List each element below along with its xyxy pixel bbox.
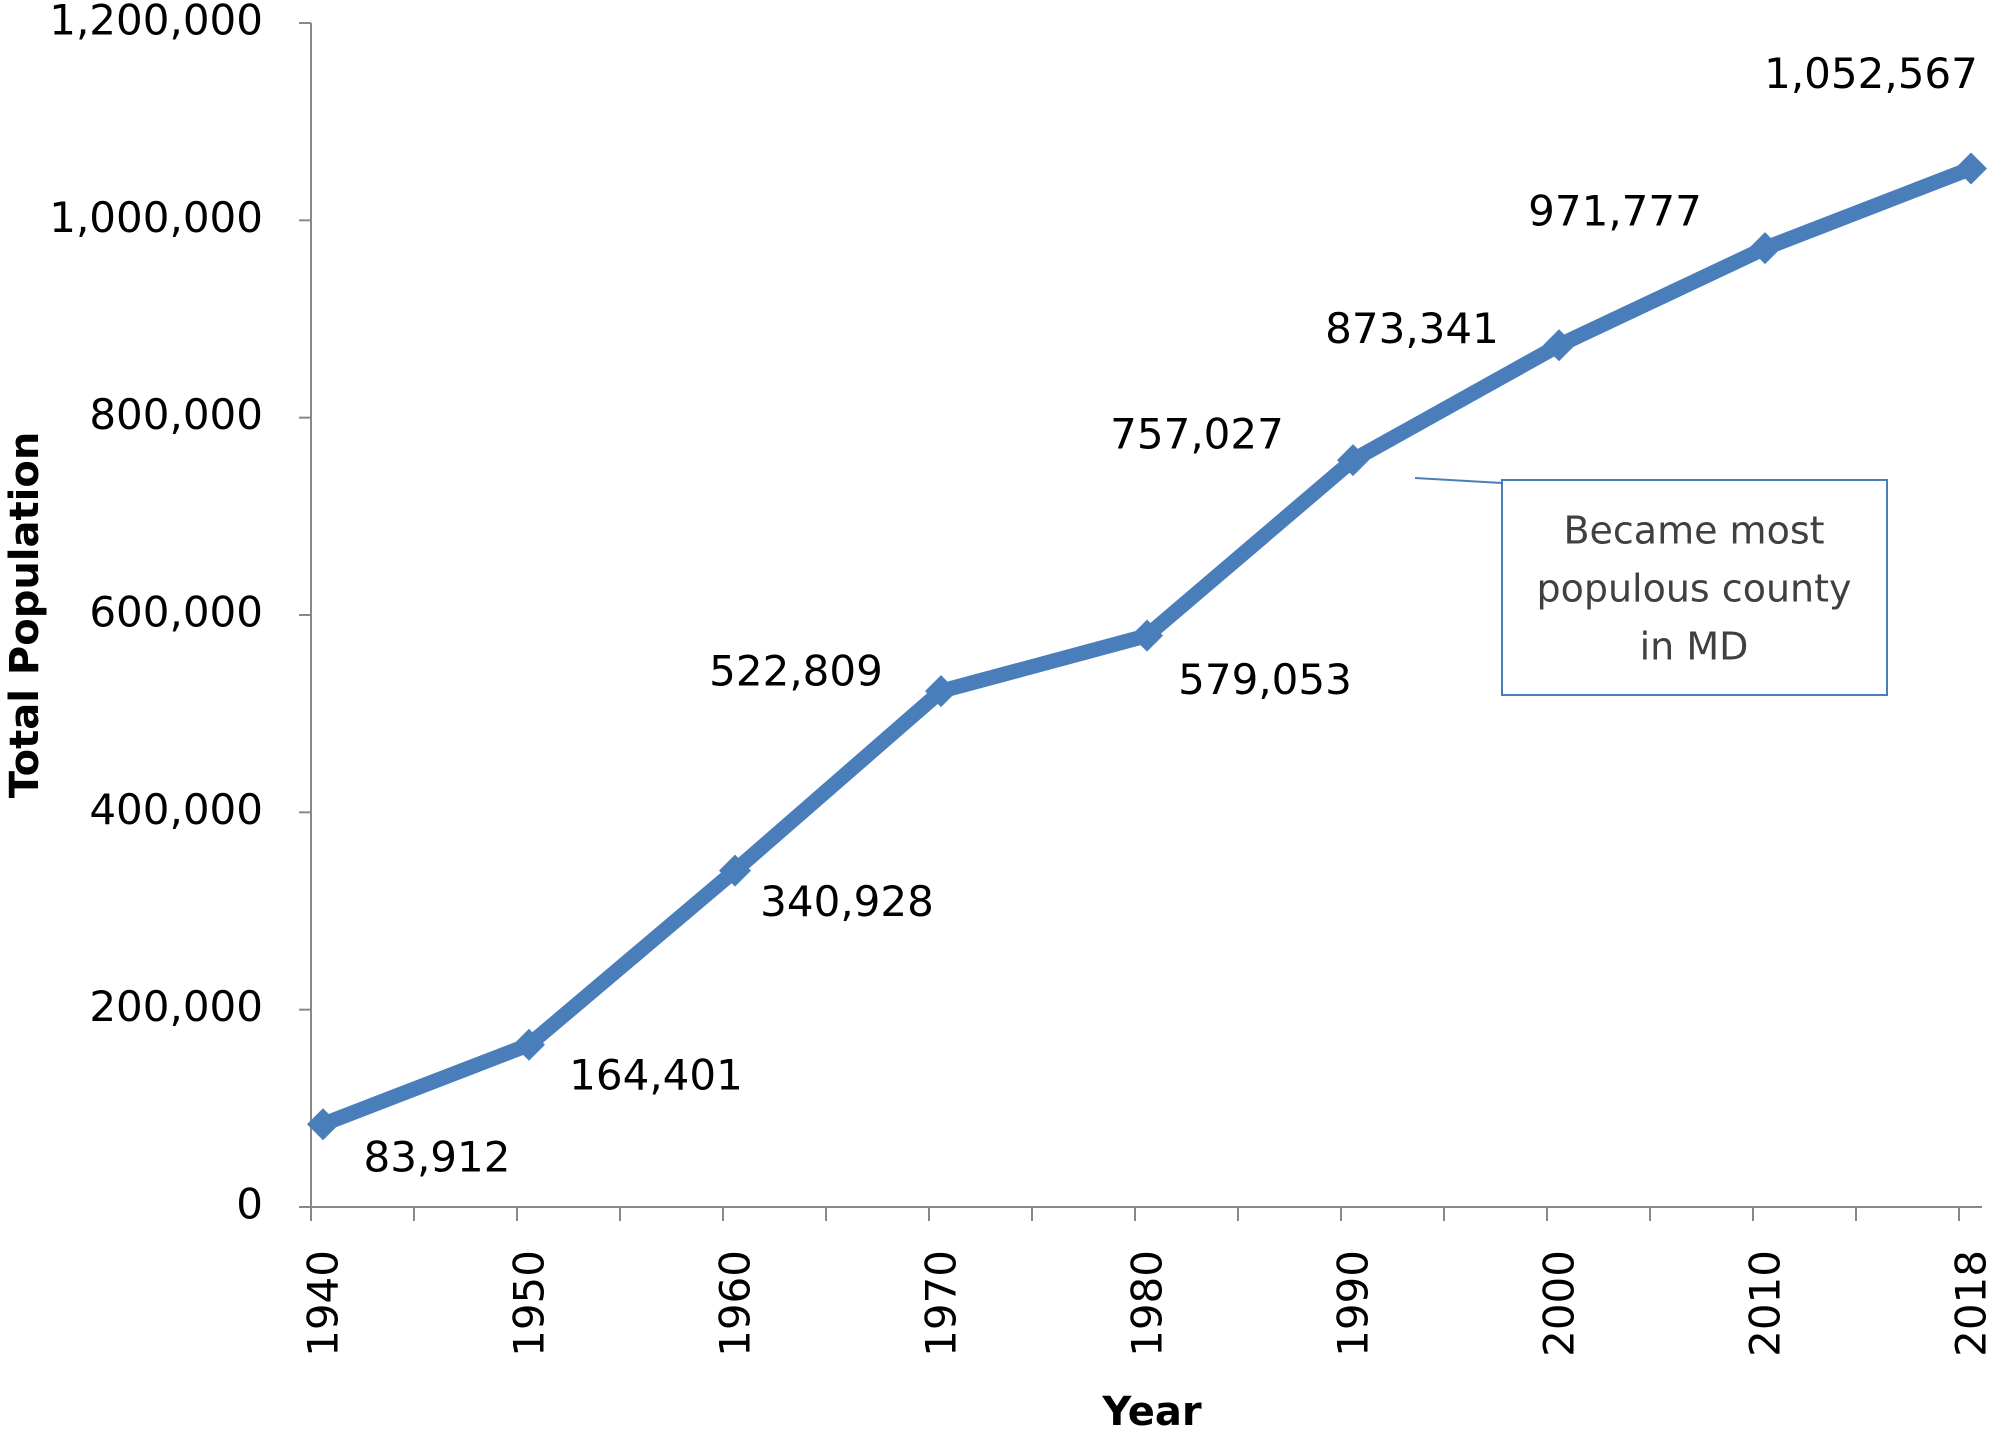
x-tick-label: 1960 [711, 1250, 760, 1357]
data-label: 522,809 [709, 647, 883, 696]
marker [925, 675, 957, 708]
x-tick-label: 2018 [1947, 1250, 1993, 1357]
marker [1955, 152, 1987, 185]
x-tick-label: 1990 [1329, 1250, 1378, 1357]
data-label: 873,341 [1325, 304, 1499, 353]
marker [1337, 444, 1369, 477]
y-axis-title: Total Population [2, 432, 48, 799]
y-tick-label: 400,000 [89, 785, 263, 834]
y-tick-label: 200,000 [89, 982, 263, 1031]
y-tick-label: 600,000 [89, 588, 263, 637]
x-tick-label: 2010 [1741, 1250, 1790, 1357]
data-label: 164,401 [569, 1050, 743, 1099]
x-axis-title: Year [1101, 1389, 1201, 1435]
annotation-text: Became most [1563, 509, 1824, 553]
data-label: 340,928 [760, 877, 934, 926]
x-tick-label: 1980 [1123, 1250, 1172, 1357]
annotation-text: in MD [1640, 625, 1749, 669]
data-label: 579,053 [1178, 655, 1352, 704]
marker [1749, 232, 1781, 265]
marker [307, 1108, 339, 1141]
y-tick-label: 1,200,000 [49, 0, 263, 45]
y-tick-label: 800,000 [89, 390, 263, 439]
marker [1131, 619, 1163, 652]
data-label: 1,052,567 [1764, 49, 1978, 98]
y-tick-label: 0 [236, 1180, 263, 1229]
data-label: 757,027 [1110, 410, 1284, 459]
annotation-pointer [1414, 477, 1503, 484]
annotation-box [1501, 479, 1888, 696]
marker [719, 854, 751, 887]
annotation-text: populous county [1536, 567, 1851, 611]
x-tick-label: 1950 [505, 1250, 554, 1357]
data-label: 83,912 [364, 1133, 511, 1182]
x-tick-label: 1940 [299, 1250, 348, 1357]
data-label: 971,777 [1528, 187, 1702, 236]
x-tick-label: 2000 [1535, 1250, 1584, 1357]
marker [513, 1028, 545, 1061]
marker [1543, 329, 1575, 362]
x-tick-label: 1970 [917, 1250, 966, 1357]
y-tick-label: 1,000,000 [49, 193, 263, 242]
